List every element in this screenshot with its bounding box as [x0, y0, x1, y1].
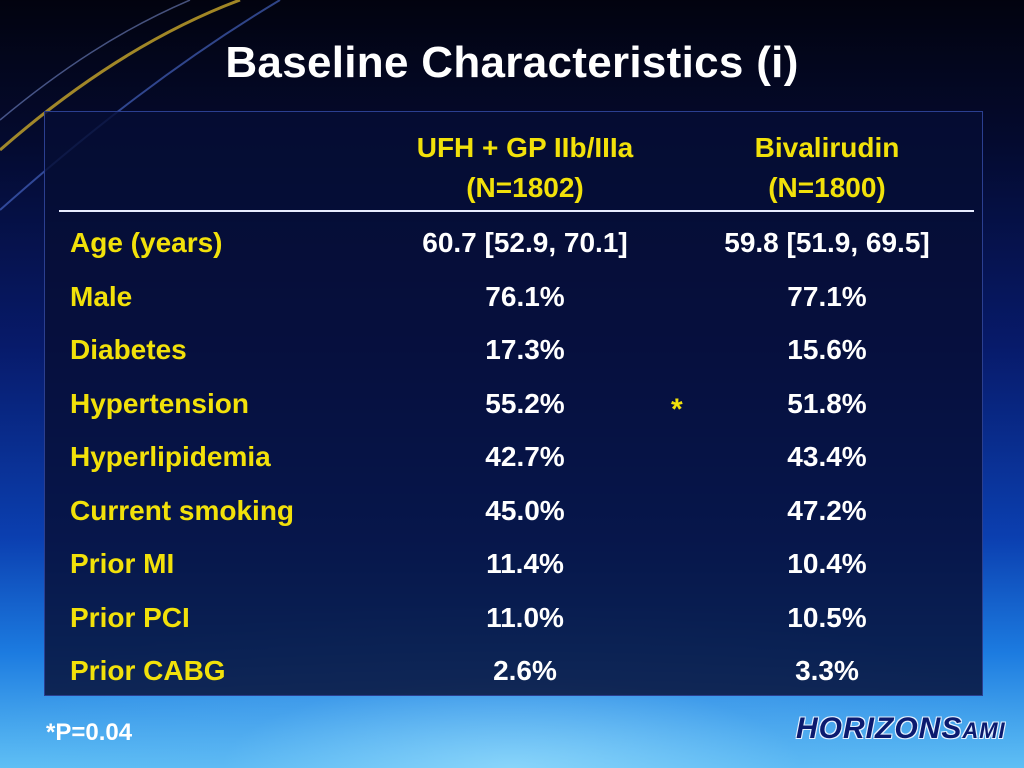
footnote: *P=0.04	[46, 719, 133, 746]
table-row: Prior CABG 2.6% 3.3%	[45, 644, 984, 698]
header-divider	[59, 210, 974, 212]
table-row: Prior PCI 11.0% 10.5%	[45, 591, 984, 645]
table-row: Diabetes 17.3% 15.6%	[45, 323, 984, 377]
row-label: Diabetes	[70, 334, 187, 365]
ufh-value: 76.1%	[485, 280, 565, 312]
ufh-value: 55.2%	[485, 387, 565, 419]
row-label: Current smoking	[70, 494, 295, 526]
column-header-ufh: UFH + GP IIb/IIIa (N=1802)	[375, 128, 675, 208]
slide-title: Baseline Characteristics (i)	[225, 38, 799, 87]
row-label: Prior PCI	[70, 601, 190, 633]
bivalirudin-value: 3.3%	[795, 655, 859, 686]
significance-marker: *	[671, 392, 683, 426]
row-label: Prior MI	[70, 548, 175, 579]
table-row: Prior MI 11.4% 10.4%	[45, 537, 984, 591]
logo-sub-text: AMI	[962, 718, 1006, 743]
column-header-bivalirudin-name: Bivalirudin	[754, 132, 900, 163]
ufh-value: 11.0%	[486, 601, 564, 633]
table-row: Male 76.1% 77.1%	[45, 270, 984, 324]
column-header-ufh-name: UFH + GP IIb/IIIa	[416, 132, 634, 163]
ufh-value: 42.7%	[485, 441, 565, 472]
table-body: Age (years) 60.7 [52.9, 70.1] 59.8 [51.9…	[45, 216, 984, 698]
bivalirudin-value: 10.4%	[787, 548, 867, 579]
row-label: Hypertension	[70, 387, 249, 419]
bivalirudin-value: 15.6%	[787, 334, 867, 365]
column-header-bivalirudin: Bivalirudin (N=1800)	[677, 128, 977, 208]
table-row: Age (years) 60.7 [52.9, 70.1] 59.8 [51.9…	[45, 216, 984, 270]
ufh-value: 45.0%	[485, 494, 565, 526]
table-row: Hypertension 55.2% * 51.8%	[45, 377, 984, 431]
bivalirudin-value: 43.4%	[787, 441, 867, 472]
bivalirudin-value: 59.8 [51.9, 69.5]	[724, 227, 930, 258]
ufh-value: 60.7 [52.9, 70.1]	[422, 227, 628, 258]
row-label: Age (years)	[70, 227, 223, 258]
horizons-ami-logo: HORIZONSAMI	[796, 712, 1006, 746]
row-label: Male	[70, 280, 133, 312]
row-label: Prior CABG	[70, 655, 226, 686]
table-row: Hyperlipidemia 42.7% 43.4%	[45, 430, 984, 484]
ufh-value: 2.6%	[493, 655, 557, 686]
bivalirudin-value: 47.2%	[787, 494, 867, 526]
bivalirudin-value: 51.8%	[787, 387, 867, 419]
bivalirudin-value: 77.1%	[787, 280, 867, 312]
column-header-bivalirudin-n: (N=1800)	[768, 172, 886, 203]
characteristics-table: UFH + GP IIb/IIIa (N=1802) Bivalirudin (…	[44, 111, 983, 696]
column-header-ufh-n: (N=1802)	[466, 172, 584, 203]
bivalirudin-value: 10.5%	[787, 601, 867, 633]
row-label: Hyperlipidemia	[70, 441, 271, 472]
logo-main-text: HORIZONS	[796, 712, 963, 745]
table-row: Current smoking 45.0% 47.2%	[45, 484, 984, 538]
ufh-value: 17.3%	[485, 334, 565, 365]
ufh-value: 11.4%	[486, 548, 564, 579]
